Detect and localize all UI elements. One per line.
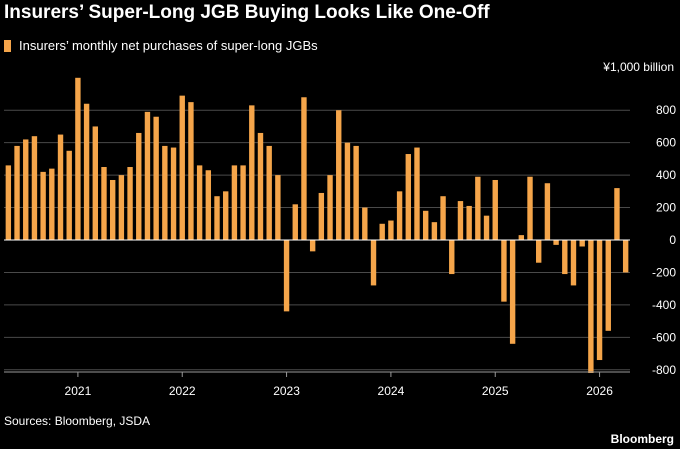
bar bbox=[422, 210, 429, 240]
bar bbox=[396, 191, 403, 240]
legend-swatch bbox=[4, 39, 11, 52]
bar bbox=[431, 222, 438, 240]
bar bbox=[501, 240, 507, 302]
bar bbox=[162, 145, 168, 240]
y-tick-label: 800 bbox=[656, 103, 676, 117]
bar bbox=[301, 97, 307, 240]
x-tick-label: 2023 bbox=[273, 384, 300, 398]
bar bbox=[170, 147, 177, 240]
bar bbox=[188, 102, 194, 240]
bar bbox=[31, 136, 38, 240]
x-tick-label: 2026 bbox=[586, 384, 613, 398]
bar bbox=[14, 145, 20, 240]
legend: Insurers’ monthly net purchases of super… bbox=[4, 38, 318, 53]
bar bbox=[23, 139, 29, 240]
bar bbox=[388, 220, 394, 240]
y-tick-label: 0 bbox=[669, 233, 676, 247]
bar bbox=[257, 132, 264, 240]
bar bbox=[283, 240, 290, 312]
bar bbox=[466, 205, 472, 240]
bar bbox=[66, 150, 72, 240]
y-tick-label: -800 bbox=[652, 363, 676, 377]
bar bbox=[153, 116, 159, 240]
bar bbox=[614, 188, 620, 240]
bar bbox=[292, 204, 298, 240]
bar bbox=[240, 165, 246, 240]
y-tick-label: -600 bbox=[652, 330, 676, 344]
bar bbox=[136, 132, 142, 240]
bar bbox=[144, 111, 151, 240]
y-tick-label: 400 bbox=[656, 168, 676, 182]
bar bbox=[101, 167, 107, 240]
bar bbox=[449, 240, 455, 275]
bar bbox=[205, 170, 212, 240]
legend-label: Insurers’ monthly net purchases of super… bbox=[19, 38, 318, 53]
y-tick-label: 600 bbox=[656, 136, 676, 150]
bar bbox=[179, 95, 185, 240]
y-tick-label: -200 bbox=[652, 265, 676, 279]
x-tick-label: 2025 bbox=[482, 384, 509, 398]
y-tick-label: 200 bbox=[656, 201, 676, 215]
bar bbox=[440, 196, 446, 240]
bar bbox=[414, 147, 420, 240]
bar bbox=[579, 240, 585, 247]
x-tick-label: 2021 bbox=[65, 384, 92, 398]
bar bbox=[562, 240, 568, 275]
bar bbox=[231, 165, 238, 240]
bar bbox=[223, 191, 229, 240]
bar bbox=[309, 240, 316, 252]
bar bbox=[370, 240, 377, 286]
bar bbox=[475, 176, 481, 240]
bar bbox=[318, 192, 325, 240]
bar bbox=[344, 142, 351, 240]
chart-title: Insurers’ Super-Long JGB Buying Looks Li… bbox=[4, 2, 490, 23]
bar bbox=[622, 240, 629, 273]
bar bbox=[605, 240, 611, 331]
bar bbox=[353, 145, 359, 240]
bar bbox=[362, 207, 368, 240]
bar bbox=[83, 103, 90, 240]
bar bbox=[379, 223, 385, 240]
source-note: Sources: Bloomberg, JSDA bbox=[4, 414, 151, 428]
x-tick-label: 2024 bbox=[378, 384, 405, 398]
bar bbox=[5, 165, 12, 240]
bar bbox=[527, 176, 533, 240]
bar bbox=[214, 196, 220, 240]
x-tick-label: 2022 bbox=[169, 384, 196, 398]
bar bbox=[336, 110, 342, 241]
bar bbox=[57, 134, 64, 240]
bar bbox=[544, 183, 551, 240]
bar bbox=[196, 165, 203, 240]
bar bbox=[457, 201, 464, 240]
bar bbox=[405, 154, 411, 240]
bar bbox=[266, 145, 272, 240]
bar bbox=[483, 215, 490, 240]
bar bbox=[570, 240, 577, 286]
bar bbox=[109, 179, 116, 240]
bar bbox=[596, 240, 603, 361]
bar bbox=[509, 240, 516, 344]
bar bbox=[518, 235, 525, 240]
bar bbox=[118, 175, 125, 240]
y-tick-label: -400 bbox=[652, 298, 676, 312]
bar bbox=[40, 171, 46, 240]
bar bbox=[327, 175, 333, 240]
brand-logo-text: Bloomberg bbox=[610, 432, 674, 446]
bar bbox=[249, 105, 255, 241]
bar bbox=[536, 240, 542, 263]
bar bbox=[492, 179, 498, 240]
bar bbox=[588, 240, 594, 373]
bar bbox=[92, 126, 98, 240]
bar bbox=[275, 175, 281, 240]
y-axis-unit-label: ¥1,000 billion bbox=[603, 60, 674, 74]
bar bbox=[553, 240, 559, 245]
bar bbox=[127, 167, 133, 240]
bar bbox=[75, 77, 81, 240]
bar bbox=[49, 168, 55, 240]
